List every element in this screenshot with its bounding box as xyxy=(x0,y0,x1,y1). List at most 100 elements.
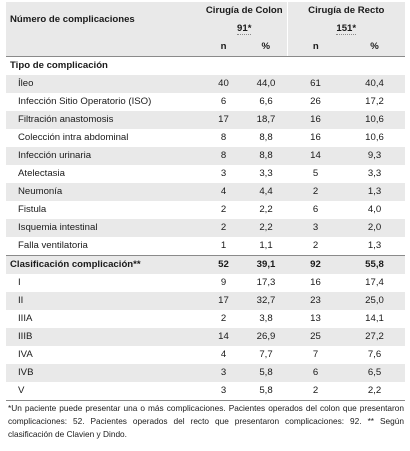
header-blank xyxy=(6,38,202,57)
cell-recto-pct: 40,4 xyxy=(344,75,406,93)
row-label: IVB xyxy=(6,364,202,382)
section2-recto-n: 92 xyxy=(287,255,344,274)
footnote: *Un paciente puede presentar una o más c… xyxy=(8,403,404,439)
cell-colon-pct: 2,2 xyxy=(259,204,273,215)
cell-recto-pct: 14,1 xyxy=(365,313,384,324)
table-row: Fistula 2 2,2 6 4,0 xyxy=(6,201,405,219)
row-label: Fistula xyxy=(18,204,47,215)
cell-colon-pct: 18,7 xyxy=(245,111,287,129)
cell-recto-n: 25 xyxy=(287,328,344,346)
group1-count: 91* xyxy=(202,20,288,38)
cell-recto-n: 16 xyxy=(287,111,344,129)
col-pct-colon: % xyxy=(245,38,288,57)
cell-recto-pct: 17,4 xyxy=(365,277,384,288)
section2-colon-n: 52 xyxy=(202,255,245,274)
cell-recto-n: 2 xyxy=(287,183,344,201)
cell-colon-n: 8 xyxy=(220,132,227,143)
cell-colon-n: 2 xyxy=(202,219,245,237)
cell-recto-pct: 2,0 xyxy=(344,219,406,237)
row-label: IIIB xyxy=(6,328,202,346)
row-label: Falla ventilatoria xyxy=(18,240,88,251)
section-title-row: Clasificación complicación** 52 39,1 92 55,8 xyxy=(6,255,406,274)
col-n-recto: n xyxy=(287,38,344,57)
row-label: Colección intra abdominal xyxy=(18,132,129,143)
cell-colon-pct: 7,7 xyxy=(259,349,273,360)
row-label: Infección urinaria xyxy=(6,147,202,165)
cell-recto-n: 2 xyxy=(312,240,319,251)
cell-colon-n: 40 xyxy=(202,75,245,93)
cell-recto-n: 7 xyxy=(312,349,319,360)
row-label-header: Número de complicaciones xyxy=(6,2,202,38)
table-row: V 3 5,8 2 2,2 xyxy=(6,382,406,401)
header-row-units: n % n % xyxy=(6,38,406,57)
row-label: Infección Sitio Operatorio (ISO) xyxy=(18,96,152,107)
section-title-row: Tipo de complicación xyxy=(6,57,405,76)
header-row-counts: 91* 151* xyxy=(6,20,406,38)
cell-recto-pct: 6,5 xyxy=(344,364,406,382)
cell-colon-n: 2 xyxy=(220,204,227,215)
table-row: IVB 3 5,8 6 6,5 xyxy=(6,364,406,382)
cell-colon-n: 6 xyxy=(220,96,227,107)
cell-recto-n: 23 xyxy=(287,292,344,310)
section2-colon-pct: 39,1 xyxy=(245,255,287,274)
cell-colon-n: 17 xyxy=(202,292,245,310)
cell-recto-pct: 2,2 xyxy=(344,382,406,401)
cell-recto-n: 13 xyxy=(310,313,321,324)
cell-colon-pct: 5,8 xyxy=(245,382,287,401)
cell-recto-pct: 25,0 xyxy=(344,292,406,310)
group1-name: Cirugía de Colon xyxy=(202,2,288,20)
cell-colon-n: 14 xyxy=(202,328,245,346)
row-label: V xyxy=(6,382,202,401)
section2-recto-pct: 55,8 xyxy=(344,255,406,274)
row-label: IVA xyxy=(18,349,33,360)
cell-recto-pct: 17,2 xyxy=(365,96,384,107)
cell-colon-pct: 32,7 xyxy=(245,292,287,310)
table-row: IIIA 2 3,8 13 14,1 xyxy=(6,310,405,328)
cell-colon-pct: 8,8 xyxy=(259,132,273,143)
cell-recto-pct: 3,3 xyxy=(367,168,382,179)
cell-colon-n: 8 xyxy=(202,147,245,165)
header-row-groups: Número de complicaciones Cirugía de Colo… xyxy=(6,2,406,38)
cell-recto-pct: 9,3 xyxy=(344,147,406,165)
cell-colon-pct: 2,2 xyxy=(245,219,287,237)
row-label: II xyxy=(6,292,202,310)
row-label: IIIA xyxy=(18,313,33,324)
cell-colon-n: 9 xyxy=(220,277,227,288)
cell-colon-pct: 6,6 xyxy=(259,96,273,107)
section1-title: Tipo de complicación xyxy=(10,60,108,71)
cell-colon-pct: 4,4 xyxy=(245,183,287,201)
cell-recto-pct: 10,6 xyxy=(344,111,406,129)
row-label: Atelectasia xyxy=(18,168,65,179)
cell-recto-pct: 27,2 xyxy=(344,328,406,346)
cell-colon-pct: 3,8 xyxy=(259,313,273,324)
cell-colon-n: 17 xyxy=(202,111,245,129)
group2-count: 151* xyxy=(287,20,406,38)
cell-recto-n: 6 xyxy=(312,204,319,215)
section2-title: Clasificación complicación** xyxy=(6,255,202,274)
row-label: Neumonía xyxy=(6,183,202,201)
cell-colon-pct: 5,8 xyxy=(245,364,287,382)
cell-recto-n: 14 xyxy=(287,147,344,165)
cell-recto-n: 16 xyxy=(310,277,321,288)
cell-colon-pct: 17,3 xyxy=(256,277,276,288)
cell-colon-n: 3 xyxy=(202,364,245,382)
table-row: IVA 4 7,7 7 7,6 xyxy=(6,346,405,364)
row-label: Isquemia intestinal xyxy=(6,219,202,237)
cell-recto-n: 16 xyxy=(310,132,321,143)
col-n-colon: n xyxy=(202,38,245,57)
cell-colon-n: 3 xyxy=(220,168,227,179)
row-label: Filtración anastomosis xyxy=(6,111,202,129)
complications-table: Número de complicaciones Cirugía de Colo… xyxy=(6,2,406,401)
row-label: Íleo xyxy=(6,75,202,93)
cell-colon-n: 3 xyxy=(202,382,245,401)
cell-recto-n: 3 xyxy=(287,219,344,237)
table-row: Falla ventilatoria 1 1,1 2 1,3 xyxy=(6,237,405,256)
cell-colon-pct: 1,1 xyxy=(259,240,273,251)
table-row: Infección Sitio Operatorio (ISO) 6 6,6 26 17… xyxy=(6,93,405,111)
table-row: Neumonía 4 4,4 2 1,3 xyxy=(6,183,406,201)
cell-colon-pct: 8,8 xyxy=(245,147,287,165)
cell-colon-n: 2 xyxy=(220,313,227,324)
table-row: II 17 32,7 23 25,0 xyxy=(6,292,406,310)
table-row: Íleo 40 44,0 61 40,4 xyxy=(6,75,406,93)
